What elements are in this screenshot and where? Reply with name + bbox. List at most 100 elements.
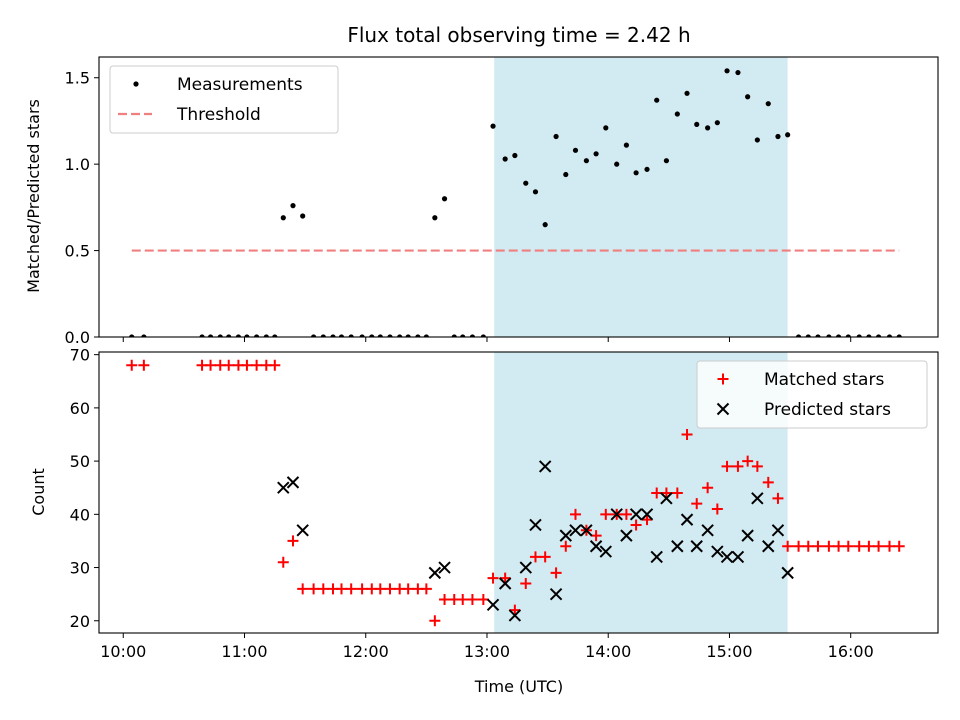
measurement-point (359, 334, 365, 337)
predicted-stars-point (680, 513, 694, 526)
predicted-stars-point (580, 524, 593, 537)
measurement-point (405, 334, 411, 337)
matched-stars-point (660, 487, 672, 499)
measurement-point (724, 68, 730, 74)
matched-stars-point (600, 508, 612, 520)
matched-stars-point (509, 604, 521, 616)
x-tick-label: 14:00 (585, 642, 631, 661)
matched-stars-point (308, 583, 320, 595)
measurement-point (469, 334, 476, 337)
matched-stars-point (287, 535, 299, 547)
top-legend: Measurements Threshold (109, 65, 339, 134)
measurement-point (826, 334, 832, 337)
matched-stars-point (420, 583, 432, 595)
measurement-point (614, 161, 620, 167)
matched-stars-point (335, 583, 347, 595)
bottom-y-tick-label: 40 (70, 505, 90, 524)
matched-stars-point (823, 540, 835, 552)
bottom-y-tick-label: 20 (70, 612, 90, 631)
measurement-point (896, 334, 902, 337)
measurement-point (480, 334, 486, 337)
bottom-y-tick-label: 60 (70, 399, 90, 418)
matched-stars-point (384, 583, 396, 595)
matched-stars-point (356, 583, 368, 595)
predicted-stars-point (620, 529, 633, 542)
measurement-point (254, 334, 260, 337)
matched-stars-point (374, 583, 386, 595)
matched-stars-point (269, 359, 281, 371)
predicted-stars-point (589, 540, 603, 553)
top-y-tick-label: 1.0 (65, 155, 90, 174)
measurement-point (272, 334, 278, 337)
measurement-point (141, 334, 147, 337)
matched-stars-point (402, 583, 414, 595)
measurement-point (684, 90, 690, 96)
matched-stars-point (742, 455, 754, 467)
matched-stars-point (529, 551, 541, 563)
matched-stars-point (873, 540, 885, 552)
matched-stars-point (520, 578, 532, 590)
measurement-point (226, 334, 232, 337)
top-axes-frame (98, 56, 939, 338)
measurement-point (423, 334, 429, 337)
matched-stars-point (539, 551, 551, 563)
matched-stars-point (277, 556, 289, 568)
matched-stars-point (782, 540, 794, 552)
measurement-point (593, 151, 599, 157)
bottom-series-predicted-stars (277, 460, 794, 622)
measurement-point (583, 158, 589, 164)
measurement-point (805, 334, 811, 337)
measurement-point (775, 133, 781, 140)
measurement-point (644, 166, 650, 172)
matched-stars-point (477, 593, 489, 605)
matched-stars-point (126, 359, 138, 371)
matched-stars-point (499, 572, 511, 584)
matched-stars-point (793, 540, 805, 552)
top-shaded-span (494, 57, 788, 337)
matched-stars-point (550, 567, 562, 579)
predicted-stars-point (741, 529, 754, 542)
measurement-point (654, 97, 660, 103)
measurement-point (290, 203, 296, 209)
bottom-y-tick-label: 50 (70, 452, 90, 471)
predicted-stars-point (701, 524, 714, 537)
measurement-point (451, 334, 457, 337)
bottom-axes-frame (98, 351, 939, 634)
measurement-point (714, 120, 720, 126)
measurement-point (694, 121, 700, 128)
predicted-stars-point (731, 550, 745, 564)
x-tick-label: 13:00 (464, 642, 510, 661)
measurement-point (866, 334, 872, 337)
measurement-point (623, 142, 630, 148)
bottom-legend-box (696, 360, 928, 429)
measurement-point (235, 334, 242, 337)
measurement-point (512, 152, 518, 159)
matched-stars-point (833, 540, 845, 552)
measurement-point (369, 334, 375, 337)
measurement-point (532, 189, 539, 195)
predicted-stars-point (671, 540, 684, 553)
legend-marker-x (716, 402, 730, 416)
predicted-stars-point (519, 561, 532, 574)
top-y-tick-label: 1.5 (65, 69, 90, 88)
predicted-stars-point (762, 540, 775, 553)
predicted-stars-point (529, 518, 542, 532)
predicted-stars-point (650, 550, 663, 564)
bottom-y-axis-title: Count (29, 468, 48, 516)
measurement-point (441, 196, 448, 202)
chart-title: Flux total observing time = 2.42 h (347, 23, 690, 47)
predicted-stars-point (660, 492, 673, 505)
measurement-point (280, 215, 286, 221)
predicted-stars-point (486, 598, 500, 612)
predicted-stars-point (438, 561, 451, 574)
measurement-point (835, 334, 842, 337)
bottom-legend: Matched stars Predicted stars (696, 360, 928, 429)
predicted-stars-point (569, 524, 582, 537)
matched-stars-point (884, 540, 896, 552)
matched-stars-point (651, 487, 663, 499)
measurement-point (397, 334, 403, 337)
matched-stars-point (345, 583, 357, 595)
measurement-point (129, 334, 135, 337)
measurement-point (502, 156, 508, 162)
